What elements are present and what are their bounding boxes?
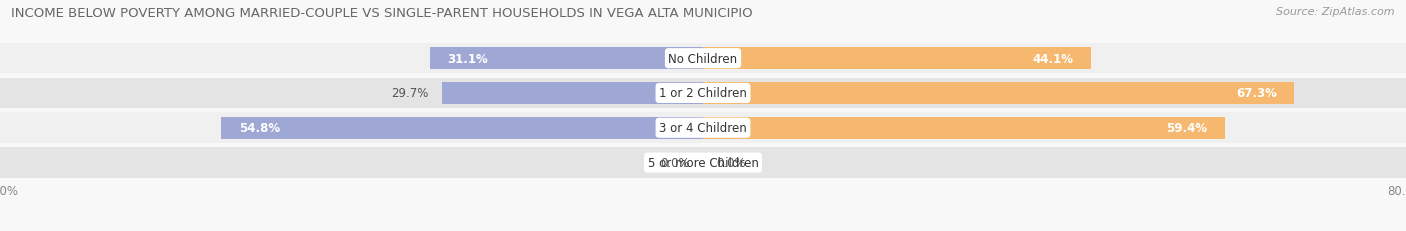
Text: 0.0%: 0.0%: [661, 156, 690, 169]
Text: 5 or more Children: 5 or more Children: [648, 156, 758, 169]
Bar: [703, 48, 1091, 70]
Bar: [0, 113, 1406, 143]
Text: INCOME BELOW POVERTY AMONG MARRIED-COUPLE VS SINGLE-PARENT HOUSEHOLDS IN VEGA AL: INCOME BELOW POVERTY AMONG MARRIED-COUPL…: [11, 7, 752, 20]
Text: No Children: No Children: [668, 52, 738, 65]
Bar: [0, 148, 1406, 178]
Text: 0.0%: 0.0%: [716, 156, 745, 169]
Bar: [703, 118, 1225, 139]
Text: 29.7%: 29.7%: [391, 87, 429, 100]
Bar: [430, 48, 703, 70]
Bar: [441, 83, 703, 104]
Text: 1 or 2 Children: 1 or 2 Children: [659, 87, 747, 100]
Bar: [703, 83, 1295, 104]
Text: 54.8%: 54.8%: [239, 122, 280, 135]
Text: 67.3%: 67.3%: [1236, 87, 1277, 100]
Text: 31.1%: 31.1%: [447, 52, 488, 65]
Text: Source: ZipAtlas.com: Source: ZipAtlas.com: [1277, 7, 1395, 17]
Text: 59.4%: 59.4%: [1167, 122, 1208, 135]
Text: 3 or 4 Children: 3 or 4 Children: [659, 122, 747, 135]
Bar: [0, 44, 1406, 74]
Text: 44.1%: 44.1%: [1032, 52, 1073, 65]
Bar: [222, 118, 703, 139]
Bar: [0, 78, 1406, 109]
